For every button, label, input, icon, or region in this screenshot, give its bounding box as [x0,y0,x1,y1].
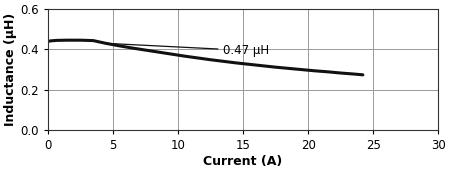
Y-axis label: Inductance (μH): Inductance (μH) [4,13,17,126]
Text: 0.47 μH: 0.47 μH [103,43,270,57]
X-axis label: Current (A): Current (A) [203,155,283,168]
